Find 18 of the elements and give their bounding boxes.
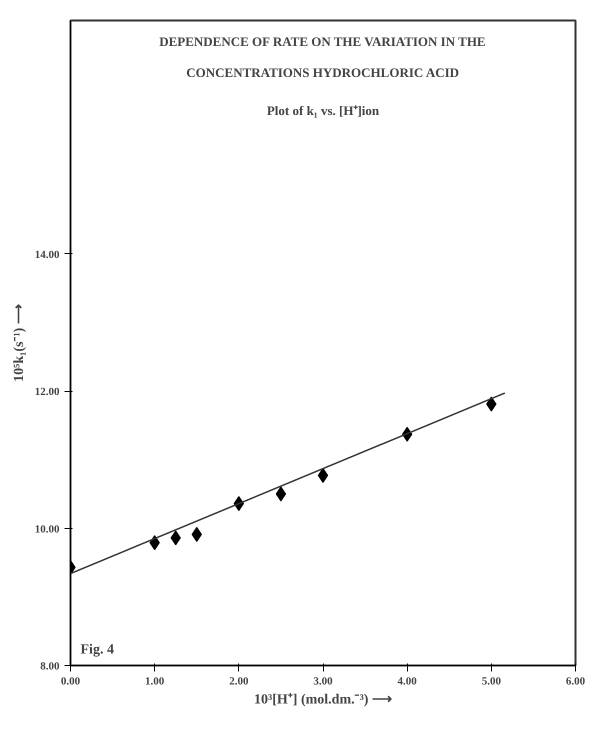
chart-title: DEPENDENCE OF RATE ON THE VARIATION IN THE CONCENTRATIONS HYDROCHLORIC ACID (159, 34, 486, 80)
y-tick-label: 12.00 (34, 386, 60, 398)
x-tick-label: 3.00 (313, 676, 334, 688)
x-tick-label: 0.00 (60, 676, 81, 688)
x-tick-label: 4.00 (398, 676, 418, 688)
text: Plot of k₁ vs. [H⁺]ion (266, 102, 380, 118)
point (276, 486, 286, 502)
y-tick-label: 8.00 (40, 660, 60, 672)
x-tick-label: 5.00 (482, 676, 502, 688)
y-axis-title: 10⁵k₁(s⁻¹) ⟶ (12, 304, 27, 382)
x-tick-label: 2.00 (229, 676, 249, 688)
x-tick-label: 6.00 (566, 676, 586, 688)
annotation: Fig. 4 (80, 642, 114, 658)
point (318, 468, 328, 483)
x-tick-label: 1.00 (145, 676, 165, 688)
x-axis-title: 10³[H⁺] (mol.dm.⁻³) ⟶ (254, 692, 392, 708)
y-tick-label: 10.00 (34, 523, 60, 536)
y-tick-label: 14.00 (34, 248, 60, 261)
